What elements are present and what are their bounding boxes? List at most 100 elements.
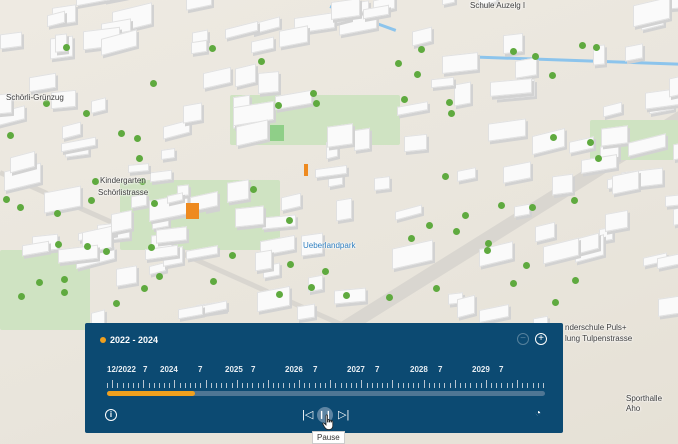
map-label: Kindergarten — [100, 176, 146, 185]
tick-label: 2026 — [285, 365, 303, 374]
next-button[interactable]: ▷| — [338, 409, 350, 421]
tick-mark — [501, 383, 503, 388]
building — [75, 0, 112, 7]
building — [0, 31, 22, 50]
building — [625, 43, 643, 63]
building — [457, 294, 475, 318]
range-dot-icon — [100, 337, 106, 343]
zoom-in-button[interactable]: + — [535, 333, 547, 345]
tree — [432, 285, 440, 293]
building — [479, 304, 510, 324]
tree — [210, 277, 218, 285]
tree — [275, 102, 283, 110]
highlighted-building[interactable] — [304, 164, 308, 176]
tick-label: 2029 — [472, 365, 490, 374]
zoom-out-button[interactable]: − — [517, 333, 529, 345]
tick-mark — [288, 383, 290, 388]
tick-mark — [434, 383, 435, 388]
building — [250, 36, 274, 54]
tree — [528, 204, 536, 212]
timeline-ticks — [107, 380, 544, 388]
tick-mark — [205, 380, 207, 388]
tree — [102, 247, 110, 255]
tree — [151, 200, 159, 208]
tree — [149, 80, 157, 88]
timeline-progress[interactable] — [107, 391, 195, 396]
tick-mark — [543, 383, 544, 388]
tick-label: 12/2022 — [107, 365, 136, 374]
tree — [587, 139, 595, 147]
building — [487, 118, 526, 142]
tick-mark — [522, 383, 524, 388]
tree — [414, 71, 422, 79]
building — [203, 66, 231, 90]
speed-button[interactable]: ◔ — [535, 408, 542, 419]
tick-mark — [293, 383, 295, 388]
pause-button[interactable]: ❙❙ — [317, 407, 333, 423]
tick-mark — [117, 383, 119, 388]
building — [397, 100, 429, 117]
tick-label: 7 — [251, 365, 256, 374]
tick-mark — [382, 383, 384, 388]
tick-mark — [330, 380, 332, 388]
tick-mark — [221, 383, 223, 388]
tree — [310, 90, 318, 98]
tick-mark — [273, 383, 275, 388]
tree — [54, 240, 62, 248]
tick-mark — [252, 383, 254, 388]
time-slider-panel: 2022 - 2024 − + 12/2022 7 2024 7 2025 7 2026 7 2… — [85, 323, 563, 433]
building — [673, 205, 678, 227]
map-label: Sporthalle Aho — [626, 394, 663, 413]
tick-mark — [475, 383, 477, 388]
tree — [250, 186, 258, 194]
tick-label: 7 — [499, 365, 504, 374]
map-label: Schörli-Grünzug — [6, 93, 64, 102]
tick-mark — [491, 383, 493, 388]
tick-mark — [511, 383, 513, 388]
building — [543, 237, 579, 265]
tree — [445, 98, 453, 106]
building — [535, 221, 556, 243]
tree — [83, 242, 91, 250]
building — [392, 239, 434, 270]
tick-mark — [392, 380, 394, 388]
building — [116, 265, 138, 287]
tree — [61, 288, 69, 296]
tree — [498, 202, 506, 210]
tick-mark — [241, 383, 243, 388]
tick-mark — [314, 383, 316, 388]
building — [44, 185, 82, 214]
building — [185, 0, 212, 11]
building — [334, 287, 367, 306]
building — [296, 303, 315, 321]
tick-mark — [361, 380, 363, 388]
tick-mark — [423, 380, 425, 388]
tick-mark — [127, 383, 129, 388]
tick-mark — [283, 383, 285, 388]
tick-mark — [418, 383, 420, 388]
info-button[interactable]: i — [105, 409, 117, 421]
tree — [62, 44, 70, 52]
tick-mark — [231, 383, 233, 388]
time-range: 2022 - 2024 — [100, 335, 158, 345]
tick-mark — [480, 383, 482, 388]
tick-label: 7 — [313, 365, 318, 374]
tick-mark — [340, 383, 342, 388]
tree — [35, 278, 43, 286]
building — [441, 0, 455, 5]
tick-label: 7 — [198, 365, 203, 374]
tree — [208, 44, 216, 52]
tree — [16, 204, 24, 212]
tree — [395, 60, 403, 68]
tree — [549, 134, 557, 142]
tick-mark — [153, 383, 155, 388]
tree — [579, 42, 587, 50]
previous-button[interactable]: |◁ — [302, 409, 314, 421]
tree — [285, 217, 293, 225]
timeline-track[interactable] — [107, 391, 545, 396]
highlighted-building[interactable] — [186, 203, 199, 219]
building — [411, 26, 432, 47]
tick-mark — [371, 383, 373, 388]
building — [191, 40, 208, 55]
tick-mark — [444, 383, 446, 388]
